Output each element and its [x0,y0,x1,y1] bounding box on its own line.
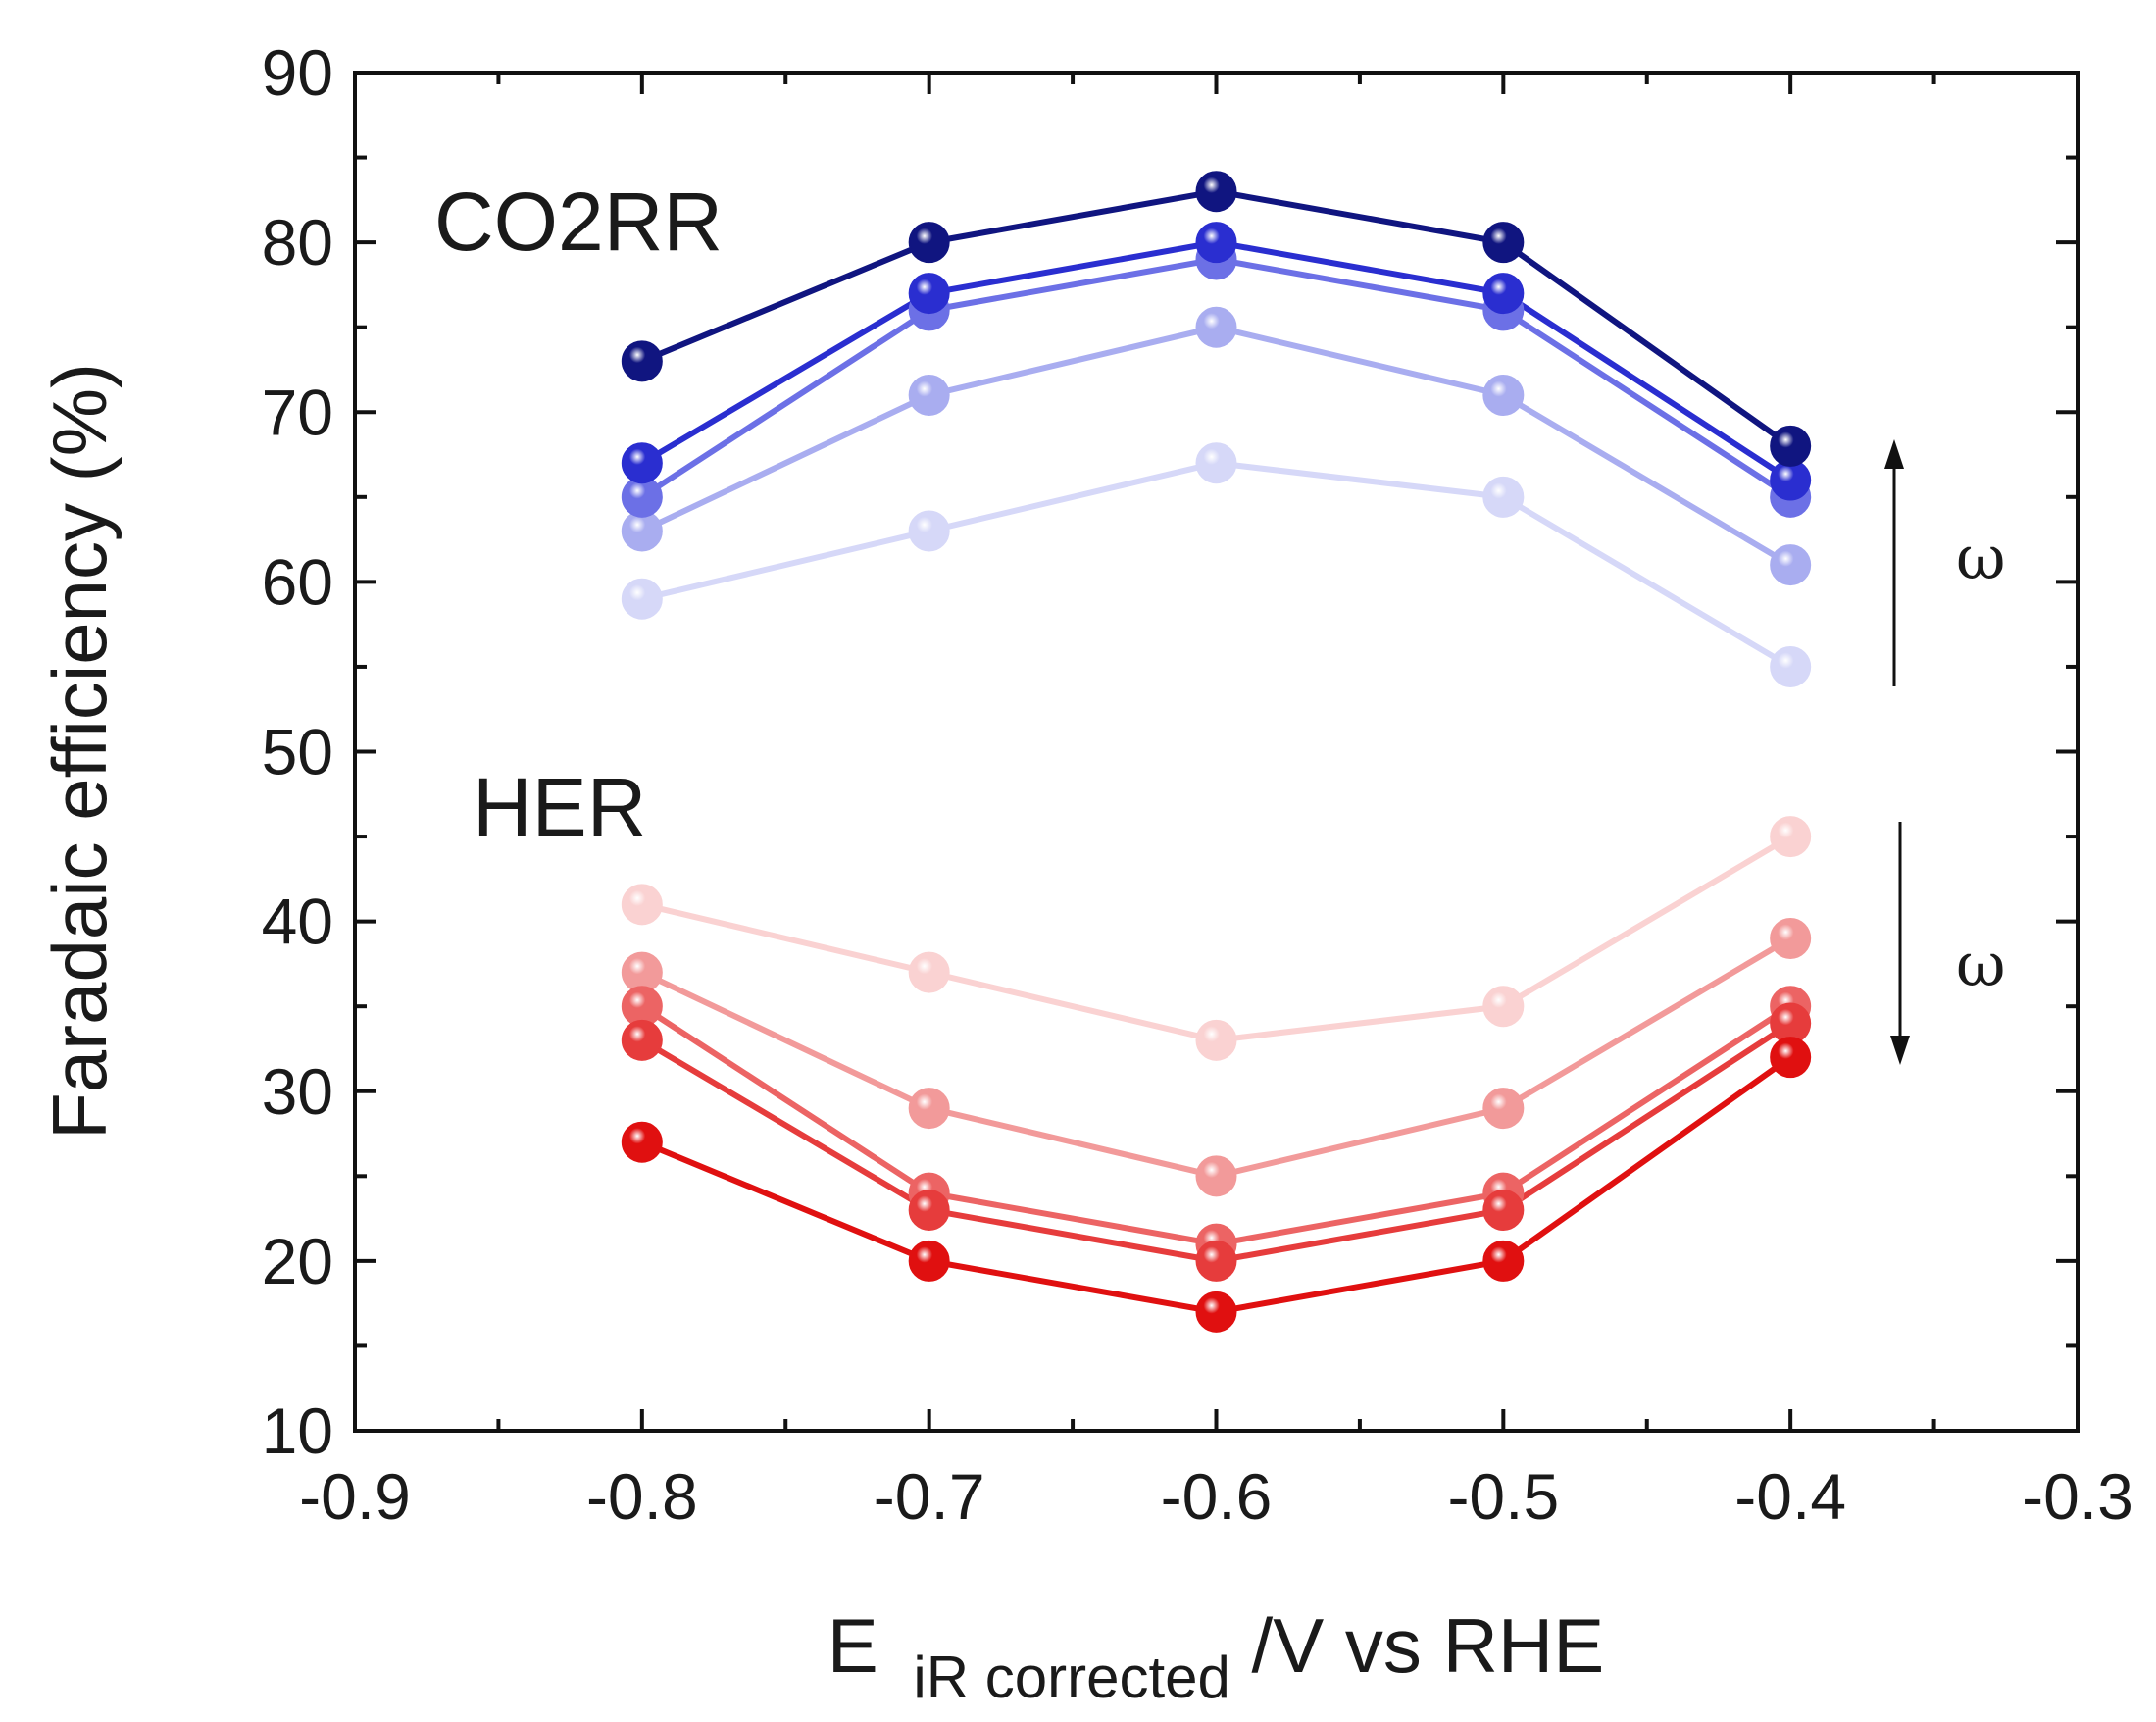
her-data-point [908,1189,950,1231]
y-tick-label: 90 [262,36,333,109]
y-tick-label: 70 [262,376,333,448]
y-tick-label: 40 [262,886,333,958]
x-tick-label: -0.3 [2022,1460,2133,1533]
her-data-point [908,951,950,993]
co2rr-data-point [1195,222,1237,264]
her-data-point [1195,1240,1237,1282]
her-data-point [1770,917,1812,959]
co2rr-data-point [908,222,950,264]
co2rr-data-point [621,340,663,382]
her-data-point [621,1019,663,1061]
her-data-point [1770,816,1812,858]
co2rr-data-point [908,374,950,416]
series-lines [640,188,1792,1315]
co2rr-data-point [621,578,663,620]
her-series-line [641,834,1792,1043]
x-axis-title-suffix: /V vs RHE [1252,1602,1605,1689]
series-points [621,171,1812,1333]
omega-up-arrowhead [1884,439,1904,469]
her-data-point [1482,1240,1525,1282]
co2rr-data-point [1770,645,1812,687]
omega-down-arrowhead [1890,1036,1910,1065]
her-data-point [908,1088,950,1130]
x-axis-title-subscript: iR corrected [913,1645,1229,1710]
tick-labels: -0.9 -0.8 -0.7 -0.6 -0.5 -0.4 -0.3 10 20 30 40 50 60… [262,36,2133,1533]
co2rr-series-line [641,460,1792,670]
her-data-point [1195,1291,1237,1333]
x-tick-label: -0.8 [586,1460,698,1533]
omega-up-label: ω [1956,522,2006,593]
axis-ticks [353,71,2080,1433]
her-data-point [1482,1088,1525,1130]
co2rr-data-point [1770,425,1812,467]
y-tick-label: 10 [262,1394,333,1467]
her-data-point [1770,1037,1812,1079]
y-tick-label: 60 [262,545,333,618]
co2rr-data-point [1770,544,1812,586]
her-data-point [1195,1155,1237,1197]
co2rr-data-point [908,510,950,552]
x-tick-label: -0.9 [299,1460,411,1533]
y-tick-label: 50 [262,716,333,788]
y-tick-label: 30 [262,1055,333,1128]
her-data-point [1195,1019,1237,1061]
her-data-point [908,1240,950,1282]
y-axis-title: Faradaic efficiency (%) [36,363,123,1140]
y-tick-label: 20 [262,1225,333,1297]
x-axis-title-main: E [827,1602,878,1689]
co2rr-data-point [1482,374,1525,416]
co2rr-data-point [1482,273,1525,315]
co2rr-data-point [1482,476,1525,518]
x-tick-label: -0.6 [1161,1460,1273,1533]
co2rr-label: CO2RR [434,176,723,268]
co2rr-data-point [908,273,950,315]
her-label: HER [473,761,646,853]
her-data-point [1482,1189,1525,1231]
her-data-point [621,884,663,926]
x-tick-label: -0.4 [1734,1460,1846,1533]
co2rr-data-point [1482,222,1525,264]
her-data-point [621,1121,663,1163]
y-tick-label: 80 [262,206,333,279]
x-tick-label: -0.5 [1447,1460,1559,1533]
x-axis-title: E iR corrected /V vs RHE [827,1602,1605,1714]
co2rr-data-point [1195,442,1237,484]
her-data-point [1482,986,1525,1028]
omega-down-label: ω [1956,929,2006,1000]
co2rr-data-point [1195,171,1237,213]
co2rr-data-point [621,442,663,484]
x-tick-label: -0.7 [874,1460,985,1533]
co2rr-data-point [1195,306,1237,348]
